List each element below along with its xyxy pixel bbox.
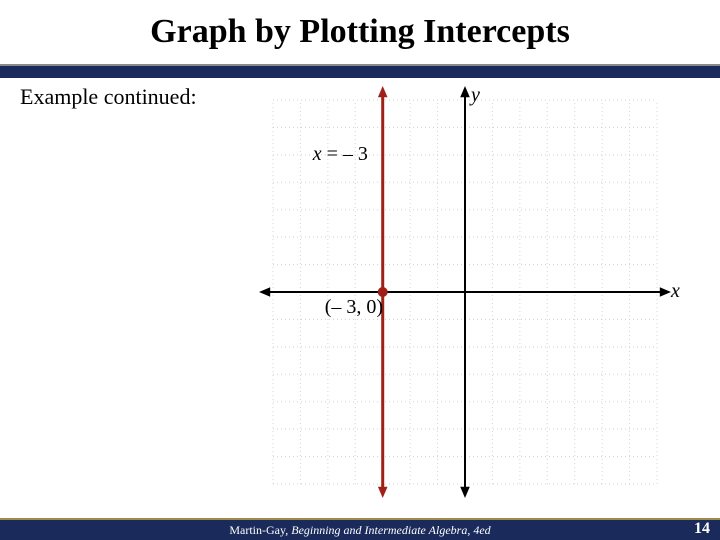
title-underline [0,64,720,78]
point-label: (– 3, 0) [325,296,383,319]
y-axis-label: y [471,84,480,107]
graph: y x x = – 3 (– 3, 0) [255,82,675,502]
footer-book: Beginning and Intermediate Algebra, 4ed [291,523,490,538]
footer-author: Martin-Gay, [229,523,288,538]
vertical-line-label: x = – 3 [313,143,368,166]
subtitle: Example continued: [20,84,197,110]
content-area: Example continued: y x x = – 3 (– 3, 0) [0,78,720,518]
page-number: 14 [694,520,710,538]
line-label-rest: = – 3 [327,143,368,165]
footer-bar: Martin-Gay, Beginning and Intermediate A… [0,518,720,540]
slide-title: Graph by Plotting Intercepts [150,13,570,51]
title-bar: Graph by Plotting Intercepts [0,0,720,64]
x-axis-label: x [671,280,680,303]
